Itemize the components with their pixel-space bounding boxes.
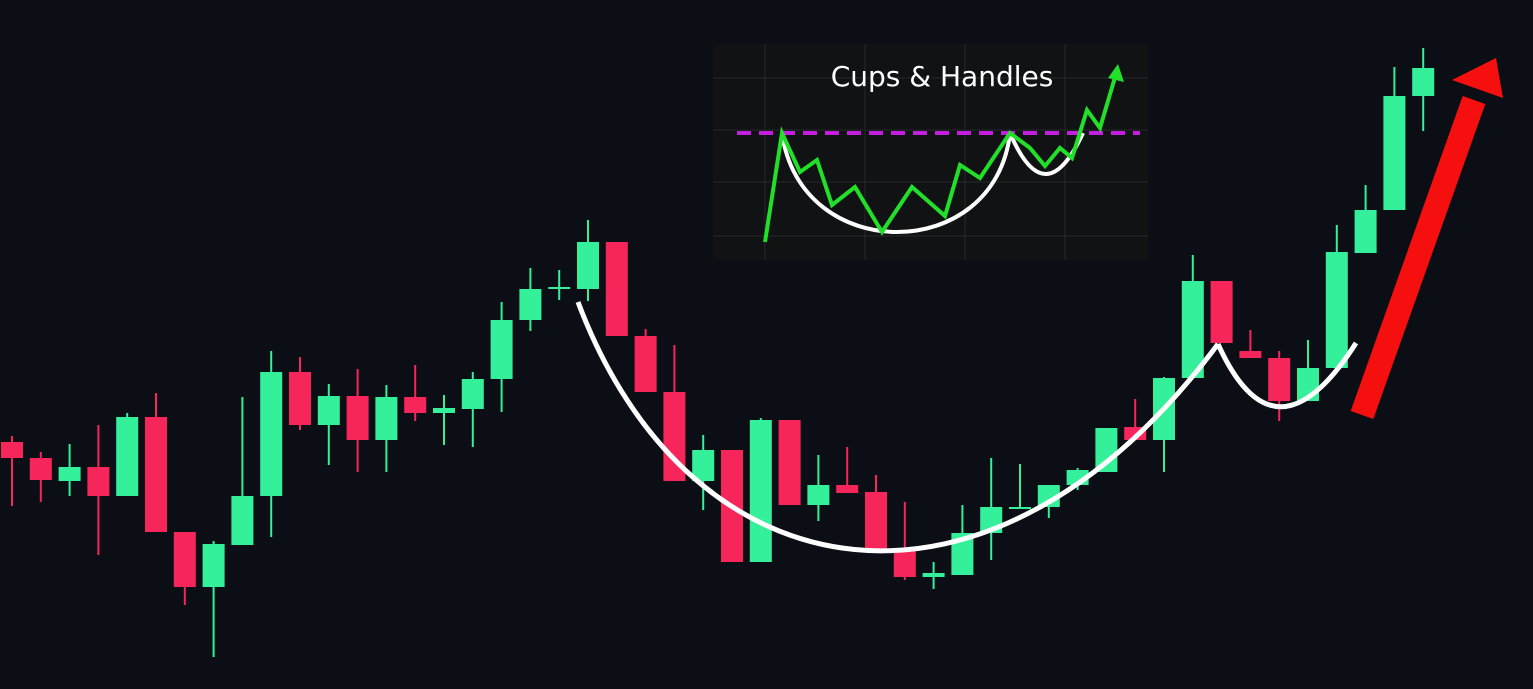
- candle-body: [87, 467, 110, 496]
- candle-body: [865, 492, 887, 550]
- candle-body: [260, 372, 283, 496]
- candle-body: [778, 420, 801, 505]
- candle-body: [1412, 68, 1435, 96]
- inset-cup: [780, 132, 1012, 234]
- candle-body: [317, 396, 340, 425]
- candle-body: [1325, 252, 1348, 368]
- candle-body: [346, 396, 369, 440]
- candle-body: [1354, 210, 1377, 253]
- candle-body: [1383, 96, 1406, 210]
- inset: Cups & Handles: [713, 44, 1148, 260]
- candle-body: [202, 544, 225, 587]
- candle-body: [605, 242, 628, 336]
- candle-body: [836, 485, 859, 493]
- candle-body: [1181, 281, 1204, 378]
- candle-body: [433, 408, 455, 413]
- candle-body: [1009, 507, 1031, 509]
- candle-body: [548, 287, 571, 289]
- inset-arrow-head: [1108, 64, 1124, 82]
- candle-body: [577, 242, 599, 289]
- candle-body: [173, 532, 196, 587]
- candle-body: [1268, 358, 1291, 401]
- candles: [1, 48, 1435, 657]
- candle-body: [58, 467, 81, 481]
- inset-price-line: [763, 73, 1118, 243]
- candle-body: [893, 551, 916, 577]
- candle-body: [404, 397, 427, 413]
- candle-body: [29, 458, 52, 480]
- candle-body: [807, 485, 830, 505]
- candle-body: [145, 417, 167, 532]
- breakout-arrow-head: [1452, 58, 1503, 98]
- candle-body: [519, 289, 542, 320]
- candle-body: [289, 372, 311, 425]
- candle-body: [663, 392, 686, 481]
- candle-body: [749, 420, 772, 562]
- candle-body: [634, 336, 657, 392]
- handle-curve: [1215, 341, 1359, 410]
- candle-body: [922, 573, 945, 577]
- candle-body: [231, 496, 254, 545]
- inset-title: Cups & Handles: [831, 60, 1054, 93]
- cup-curve: [575, 301, 1221, 554]
- candle-body: [490, 320, 513, 379]
- candle-body: [1, 442, 23, 458]
- candle-body: [1239, 351, 1262, 358]
- candle-body: [1210, 281, 1233, 343]
- candle-body: [461, 379, 484, 409]
- candle-body: [116, 417, 139, 496]
- candle-body: [692, 450, 715, 481]
- candle-body: [375, 397, 398, 440]
- breakout-arrow-shaft: [1350, 95, 1486, 420]
